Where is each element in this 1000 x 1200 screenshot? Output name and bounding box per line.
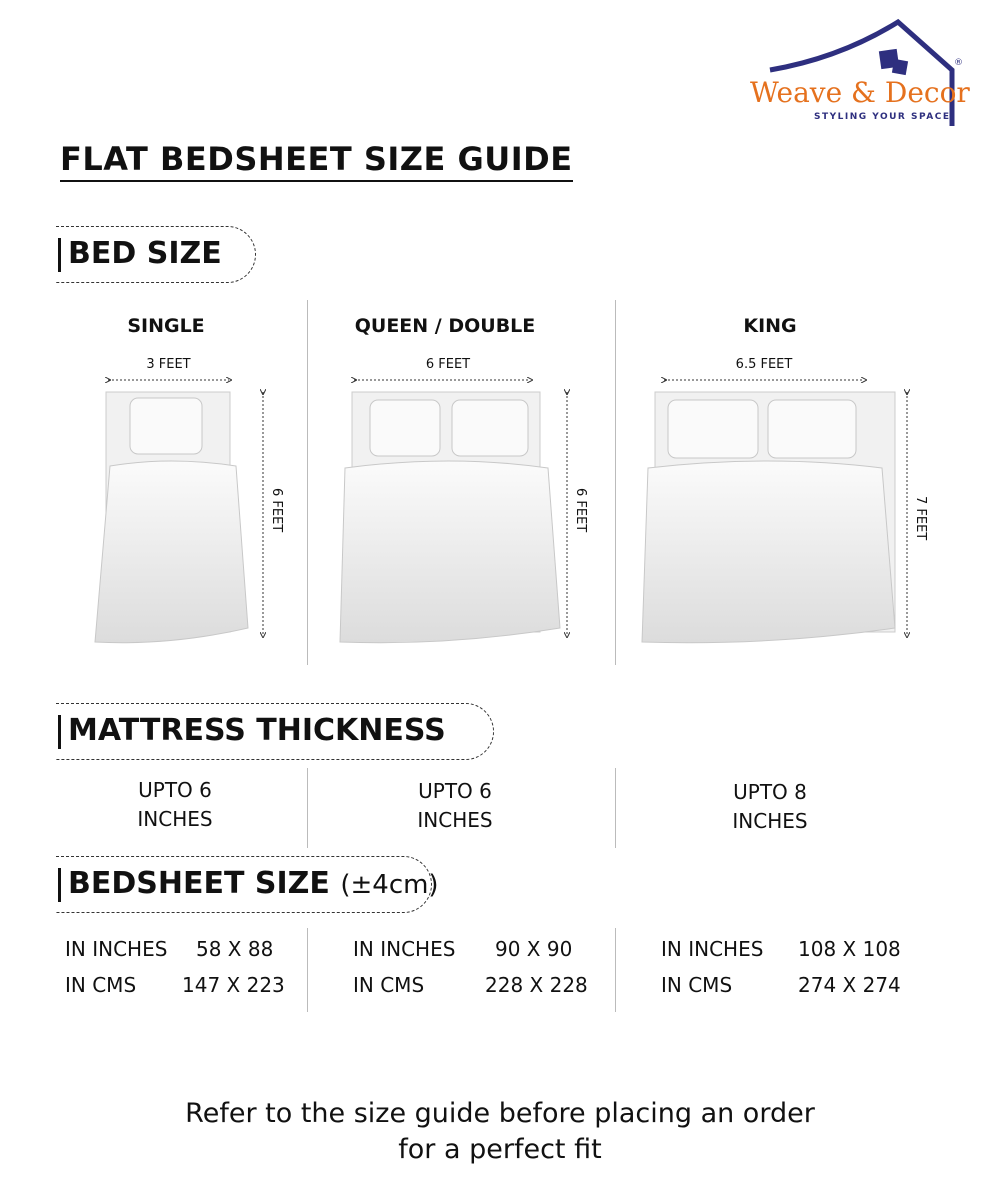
thickness-value: UPTO 8 <box>733 780 807 804</box>
label-cms: IN CMS <box>65 973 137 997</box>
section-title: MATTRESS THICKNESS <box>68 713 446 748</box>
size-inches-queen: 90 X 90 <box>495 937 573 961</box>
thickness-value: UPTO 6 <box>138 778 212 802</box>
section-mattress-thickness: MATTRESS THICKNESS <box>56 703 494 760</box>
brand-logo: Weave & Decor STYLING YOUR SPACE ® <box>750 18 970 128</box>
label-inches: IN INCHES <box>353 937 456 961</box>
brand-name: Weave & Decor <box>750 76 970 109</box>
thickness-single: UPTO 6 INCHES <box>75 776 275 834</box>
size-cms-single: 147 X 223 <box>182 973 285 997</box>
divider <box>307 300 308 665</box>
bed-illustrations <box>94 370 1000 644</box>
width-label: 6 FEET <box>425 357 471 372</box>
label-inches: IN INCHES <box>661 937 764 961</box>
column-king-title: KING <box>743 315 797 337</box>
section-bed-size: BED SIZE <box>56 226 256 283</box>
width-label: 6.5 FEET <box>735 357 793 372</box>
tolerance-label: (±4cm) <box>340 870 439 900</box>
column-single-title: SINGLE <box>127 315 205 337</box>
section-title: BED SIZE <box>68 236 222 271</box>
divider <box>615 768 616 848</box>
size-inches-king: 108 X 108 <box>798 937 901 961</box>
thickness-queen: UPTO 6 INCHES <box>355 777 555 835</box>
brand-tagline: STYLING YOUR SPACE <box>814 112 951 122</box>
king-bed-icon <box>641 391 896 644</box>
section-title: BEDSHEET SIZE <box>68 866 330 901</box>
divider <box>615 300 616 665</box>
thickness-unit: INCHES <box>417 808 493 832</box>
house-logo-icon <box>769 18 955 126</box>
thickness-unit: INCHES <box>137 807 213 831</box>
thickness-king: UPTO 8 INCHES <box>670 778 870 836</box>
divider <box>615 928 616 1012</box>
label-cms: IN CMS <box>661 973 733 997</box>
registered-mark: ® <box>954 58 963 68</box>
column-queen-title: QUEEN / DOUBLE <box>354 315 536 337</box>
single-bed-icon <box>94 391 249 644</box>
queen-bed-icon <box>339 391 561 644</box>
footer-line: Refer to the size guide before placing a… <box>185 1098 815 1129</box>
footer-line: for a perfect fit <box>398 1134 602 1165</box>
size-cms-king: 274 X 274 <box>798 973 901 997</box>
divider <box>307 768 308 848</box>
label-cms: IN CMS <box>353 973 425 997</box>
section-bedsheet-size: BEDSHEET SIZE (±4cm) <box>56 856 439 913</box>
size-inches-single: 58 X 88 <box>196 937 274 961</box>
page-title: FLAT BEDSHEET SIZE GUIDE <box>60 140 573 182</box>
footer-note: Refer to the size guide before placing a… <box>0 1096 1000 1168</box>
width-label: 3 FEET <box>146 357 191 372</box>
divider <box>307 928 308 1012</box>
thickness-unit: INCHES <box>732 809 808 833</box>
label-inches: IN INCHES <box>65 937 168 961</box>
thickness-value: UPTO 6 <box>418 779 492 803</box>
size-cms-queen: 228 X 228 <box>485 973 588 997</box>
